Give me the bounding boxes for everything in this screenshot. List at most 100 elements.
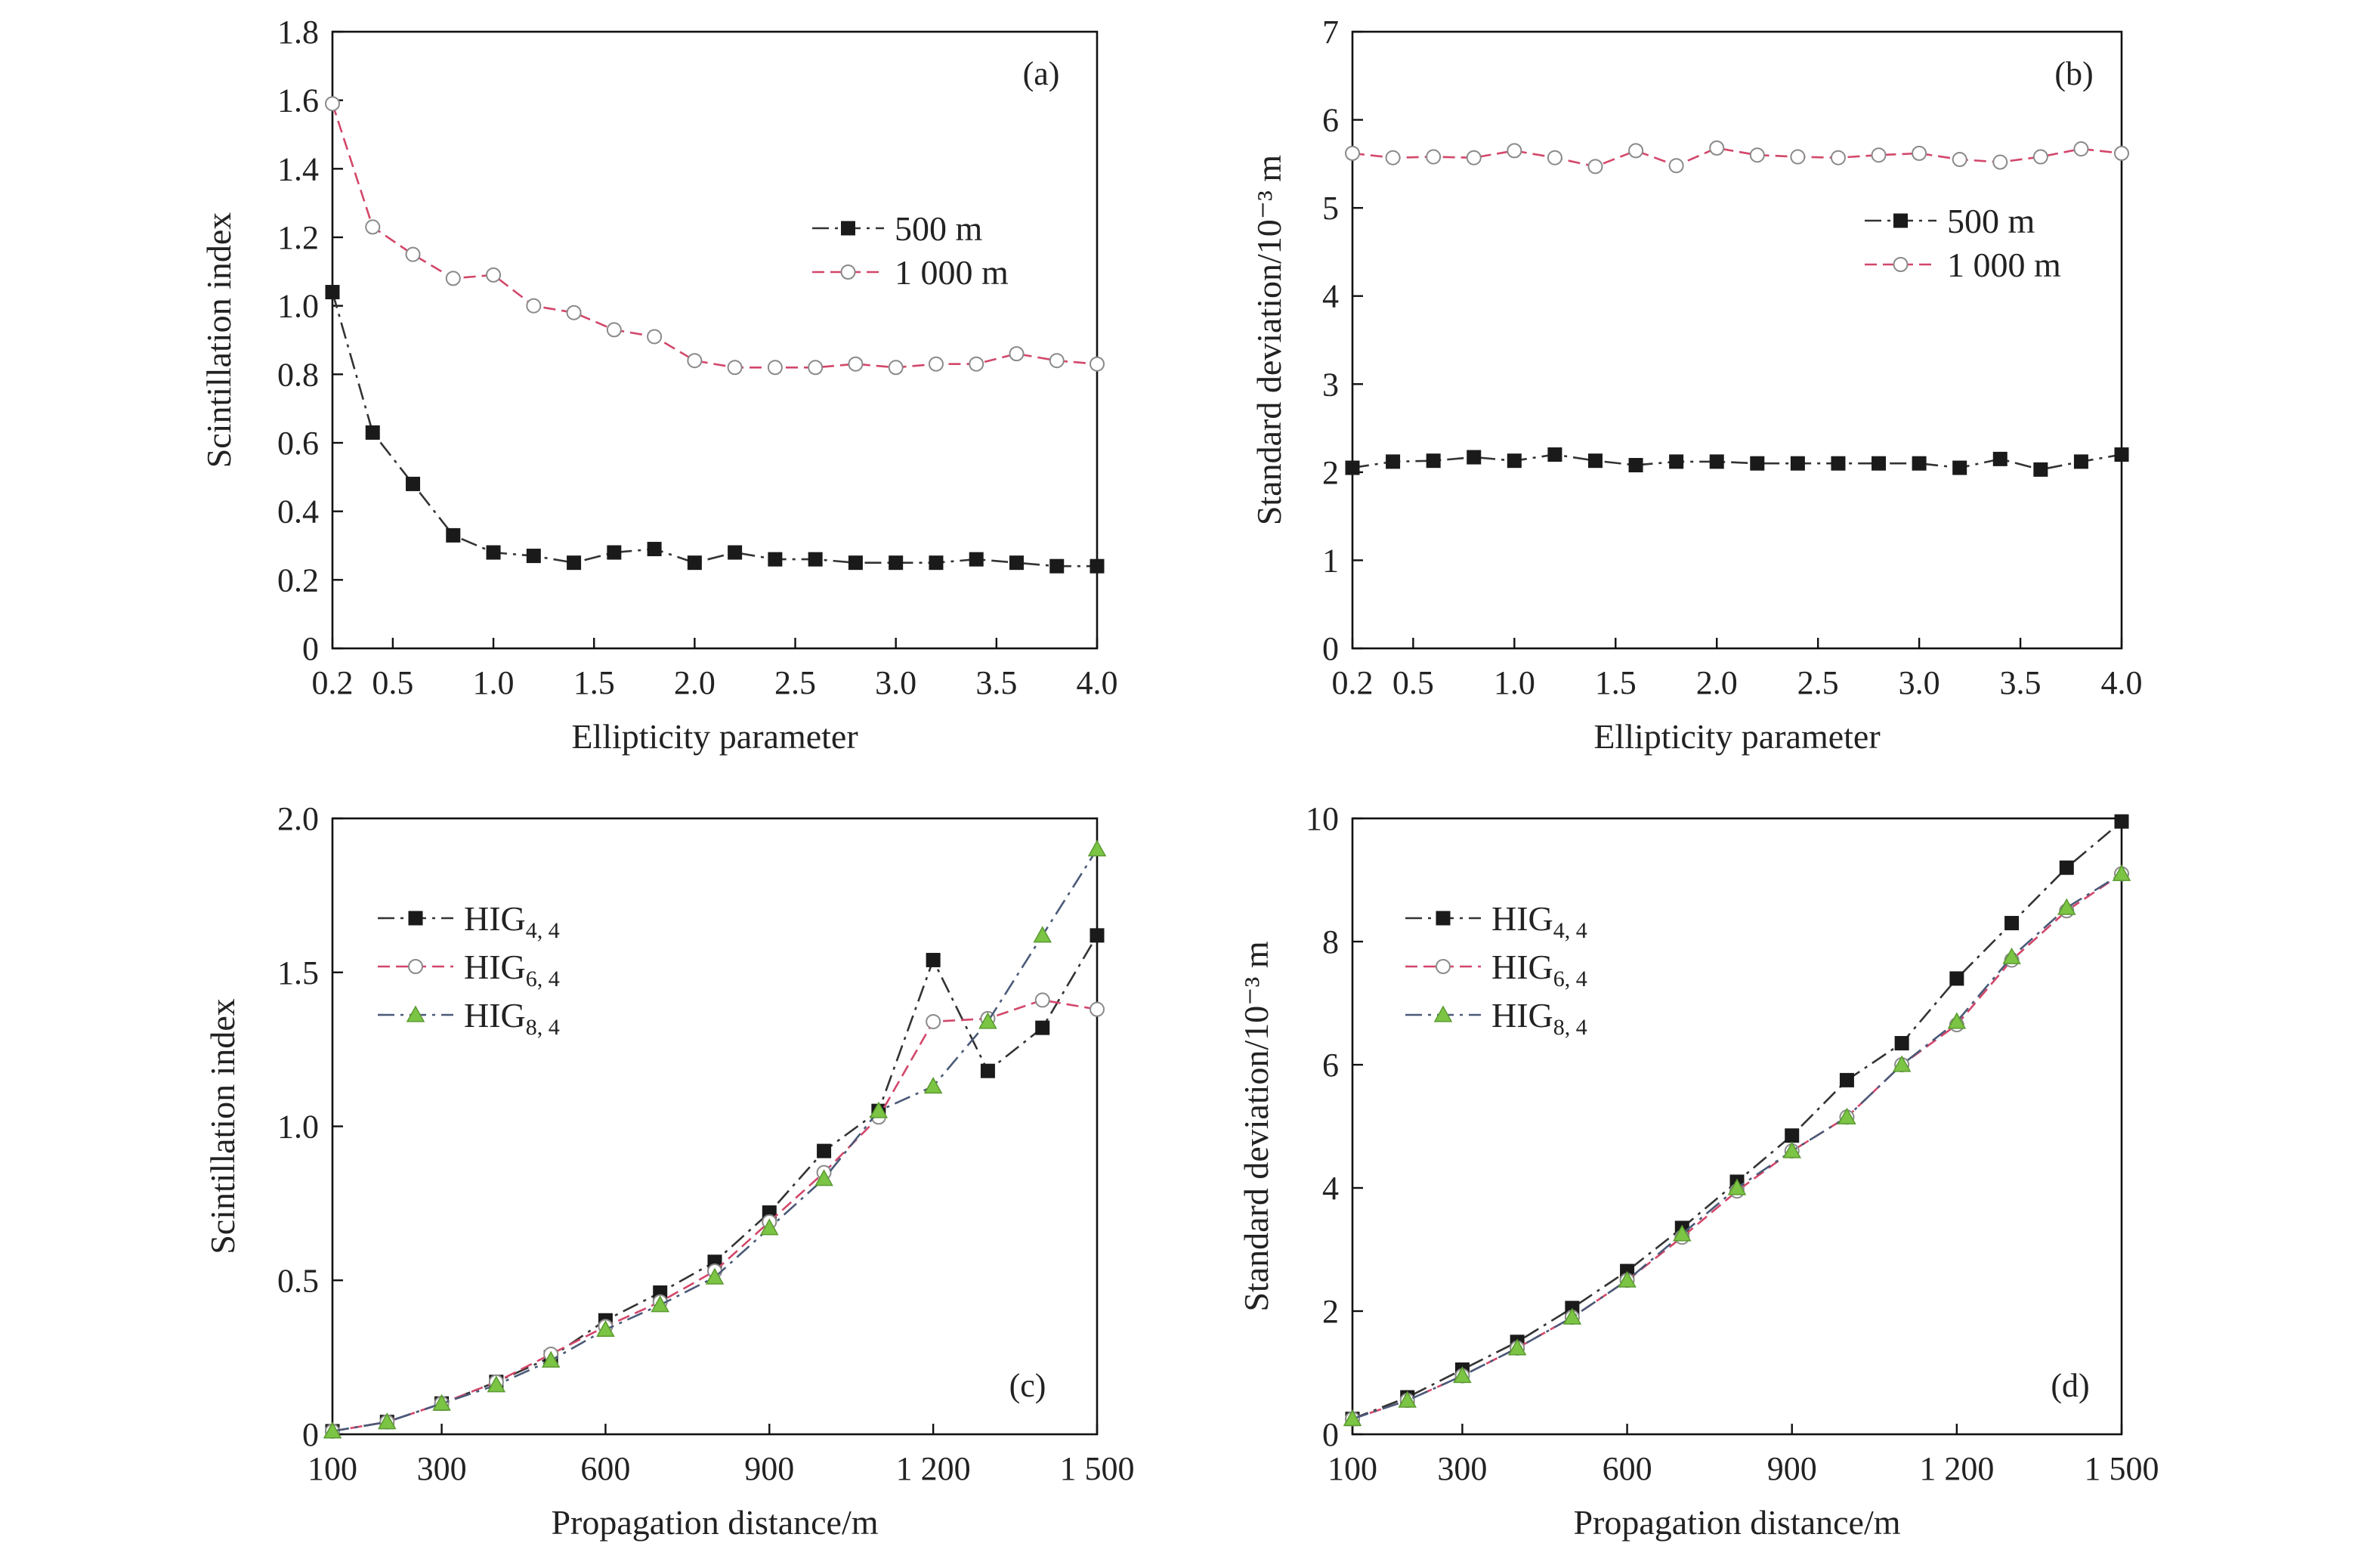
plot-frame <box>1351 817 2123 1436</box>
chart-panel-0: 0.2 0.5 1.0 1.5 2.0 2.5 3.0 3.5 4.000.20.40.60.8… <box>199 14 1118 756</box>
x-tick-label: 1 500 <box>1060 1450 1135 1487</box>
series-line <box>332 935 1099 1433</box>
y-tick-label: 0.4 <box>277 493 319 530</box>
data-point <box>1894 1035 1909 1050</box>
data-point <box>2057 898 2076 915</box>
x-tick-label: 1 500 <box>2085 1450 2159 1487</box>
series-1 <box>325 992 1105 1439</box>
x-tick-label: 300 <box>417 1450 467 1487</box>
data-point <box>1709 454 1724 469</box>
x-axis-label: Propagation distance/m <box>1573 1503 1900 1542</box>
x-tick-label: 1.0 <box>1494 664 1535 701</box>
x-tick-label: 4.0 <box>2101 664 2143 701</box>
x-tick-label: 3.5 <box>2000 664 2042 701</box>
series-1 <box>1345 140 2129 175</box>
x-tick-label: 0.5 <box>372 664 413 701</box>
data-point <box>768 552 783 567</box>
data-point <box>486 267 502 283</box>
data-point <box>2002 947 2021 964</box>
x-axis-label: Propagation distance/m <box>551 1503 878 1542</box>
data-point <box>1727 1178 1747 1195</box>
data-point <box>1749 147 1765 163</box>
x-tick-label: 300 <box>1437 1450 1487 1487</box>
data-point <box>1343 1409 1362 1427</box>
x-tick-label: 1 200 <box>896 1450 971 1487</box>
data-point <box>888 360 904 376</box>
data-point <box>1871 147 1887 163</box>
data-point <box>607 545 622 560</box>
y-tick-label: 0 <box>1322 630 1339 667</box>
data-point <box>1049 558 1065 574</box>
data-point <box>1952 152 1967 168</box>
legend-label: 1 000 m <box>1947 246 2061 284</box>
legend: HIG4, 4 HIG6, 4 HIG8, 4 <box>1405 899 1587 1040</box>
data-point <box>2114 145 2129 161</box>
data-point <box>526 549 541 564</box>
y-axis-label: Scintillation index <box>203 998 242 1254</box>
data-point <box>596 1319 615 1337</box>
data-point <box>487 1375 506 1393</box>
chart-panel-1: 0.2 0.5 1.0 1.5 2.0 2.5 3.0 3.5 4.0 0 1 2 3 4 5 6 7 Ellip… <box>1250 14 2143 756</box>
data-point <box>928 356 944 372</box>
data-point <box>1547 447 1562 462</box>
data-point <box>541 1350 561 1368</box>
data-point <box>2004 916 2020 931</box>
data-point <box>378 1412 397 1430</box>
data-point <box>1669 454 1684 469</box>
legend-label: 1 000 m <box>895 253 1009 292</box>
data-point <box>1386 454 1401 469</box>
data-point <box>1830 150 1846 165</box>
data-point <box>1618 1270 1637 1288</box>
data-point <box>1467 450 1482 465</box>
y-tick-label: 4 <box>1322 278 1339 315</box>
legend-label: HIG8, 4 <box>464 996 560 1040</box>
x-tick-label: 4.0 <box>1077 664 1118 701</box>
data-point <box>1507 1338 1527 1356</box>
data-point <box>1035 1020 1050 1035</box>
y-tick-label: 1.0 <box>277 1109 319 1146</box>
data-point <box>1947 1012 1967 1029</box>
data-point <box>325 285 340 300</box>
y-tick-label: 0.5 <box>277 1262 319 1299</box>
data-point <box>2033 462 2048 477</box>
y-tick-label: 0 <box>302 1416 319 1453</box>
legend-marker <box>1436 911 1451 926</box>
data-point <box>926 1013 941 1029</box>
series-0 <box>1345 814 2129 1427</box>
legend-label: HIG4, 4 <box>1491 899 1587 943</box>
data-point <box>2114 447 2129 462</box>
panel-label: (d) <box>2051 1367 2089 1404</box>
data-point <box>808 552 823 567</box>
y-tick-label: 0 <box>1322 1416 1339 1453</box>
data-point <box>2059 860 2074 875</box>
legend-label: 500 m <box>1947 202 2035 240</box>
data-point <box>651 1295 669 1313</box>
data-point <box>767 360 783 376</box>
data-point <box>808 360 824 376</box>
y-tick-label: 6 <box>1322 1047 1339 1084</box>
series-1 <box>325 96 1105 376</box>
data-point <box>869 1101 889 1118</box>
data-point <box>1587 453 1603 469</box>
x-tick-label: 0.5 <box>1392 664 1434 701</box>
x-tick-label: 600 <box>580 1450 630 1487</box>
y-axis-label: Scintillation index <box>199 212 238 469</box>
y-tick-label: 1.8 <box>277 14 319 51</box>
y-tick-label: 7 <box>1322 14 1339 51</box>
legend-marker <box>1433 1005 1453 1022</box>
data-point <box>566 305 582 320</box>
legend-label: HIG6, 4 <box>1491 948 1587 991</box>
data-point <box>647 329 663 345</box>
data-point <box>1785 1128 1800 1143</box>
legend-marker <box>840 264 856 280</box>
x-tick-label: 0.2 <box>312 664 354 701</box>
data-point <box>1949 971 1964 986</box>
data-point <box>1345 460 1360 475</box>
data-point <box>817 1143 832 1158</box>
legend-label: HIG6, 4 <box>464 948 560 991</box>
data-point <box>432 1393 451 1411</box>
data-point <box>1892 1055 1912 1072</box>
y-tick-label: 2 <box>1322 454 1339 491</box>
legend-marker <box>1893 213 1908 228</box>
